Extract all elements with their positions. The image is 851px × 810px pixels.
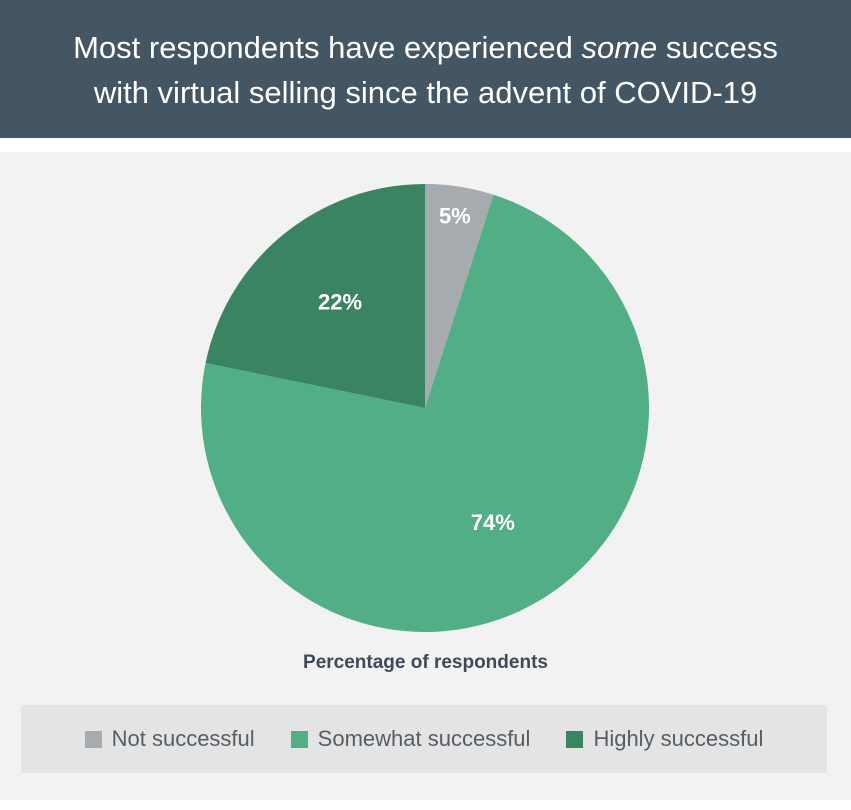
legend-item-highly-successful: Highly successful bbox=[566, 726, 763, 752]
legend: Not successful Somewhat successful Highl… bbox=[21, 705, 827, 773]
legend-item-not-successful: Not successful bbox=[84, 726, 255, 752]
title-text-part: success bbox=[657, 30, 778, 65]
title-emphasis: some bbox=[581, 30, 658, 65]
slice-label-somewhat-successful: 74% bbox=[471, 510, 515, 535]
slice-label-not-successful: 5% bbox=[439, 203, 471, 228]
legend-label: Not successful bbox=[111, 726, 255, 751]
pie-slice-highly-successful bbox=[205, 184, 425, 408]
legend-swatch bbox=[566, 730, 584, 748]
legend-label: Somewhat successful bbox=[317, 726, 531, 751]
chart-title-line-2: with virtual selling since the advent of… bbox=[93, 75, 758, 110]
legend-label: Highly successful bbox=[593, 726, 764, 751]
legend-swatch bbox=[84, 730, 102, 748]
pie-chart: 5% 74% 22% bbox=[200, 184, 649, 632]
legend-swatch bbox=[290, 730, 308, 748]
x-axis-label: Percentage of respondents bbox=[303, 652, 548, 673]
slice-label-highly-successful: 22% bbox=[318, 290, 362, 315]
pie-slice-somewhat-successful bbox=[200, 194, 649, 632]
chart-title-line-1: Most respondents have experienced some s… bbox=[0, 25, 851, 70]
title-text-part: Most respondents have experienced bbox=[73, 30, 582, 65]
legend-item-somewhat-successful: Somewhat successful bbox=[290, 726, 531, 752]
pie-slice-not-successful bbox=[425, 184, 494, 408]
chart-title: Most respondents have experienced some s… bbox=[0, 0, 851, 138]
